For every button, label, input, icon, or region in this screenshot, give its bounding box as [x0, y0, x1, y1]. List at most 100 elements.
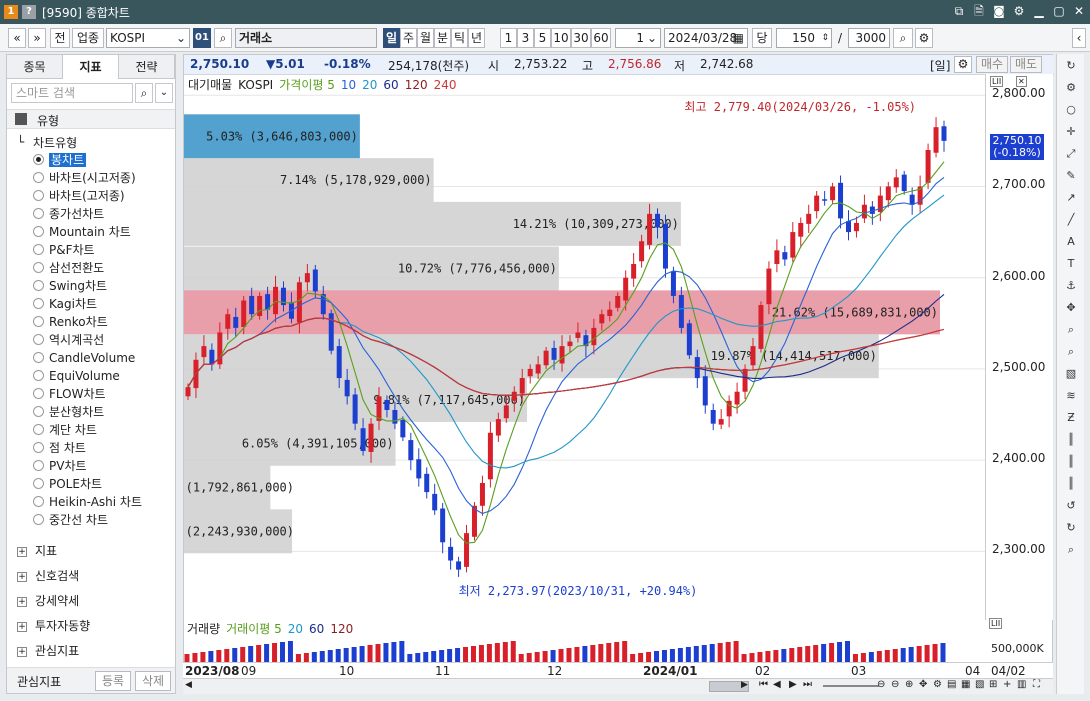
section-header[interactable]: 유형 — [7, 109, 175, 129]
buy-button[interactable]: 매수 — [976, 56, 1008, 73]
period-0[interactable]: 일 — [383, 28, 400, 48]
chart-type-item[interactable]: Kagi차트 — [33, 295, 97, 313]
radio-icon[interactable] — [33, 262, 44, 273]
period-1[interactable]: 주 — [400, 28, 417, 48]
search-icon[interactable]: ⌕ — [1067, 543, 1075, 556]
chevron-down-icon[interactable]: ⌄ — [175, 31, 186, 45]
group-item[interactable]: + 신호검색 — [17, 566, 79, 586]
zigzag-icon[interactable]: Ƶ — [1067, 411, 1075, 424]
anchor-icon[interactable]: ⚓ — [1066, 279, 1076, 292]
minimize-icon[interactable]: ▁ — [1034, 4, 1044, 18]
radio-icon[interactable] — [33, 280, 44, 291]
layout-icon[interactable]: ▤ — [947, 679, 957, 690]
chart-type-item[interactable]: FLOW차트 — [33, 385, 106, 403]
collapse-icon[interactable]: ‹ — [1072, 28, 1086, 48]
expand-icon[interactable]: + — [17, 571, 27, 582]
expand-icon[interactable]: + — [17, 546, 27, 557]
chevron-down-icon[interactable]: ⌄ — [155, 83, 173, 103]
smart-search-input[interactable]: 스마트 검색 — [11, 83, 133, 103]
zoom-in-icon[interactable]: ⊕ — [905, 679, 914, 690]
split-icon[interactable]: ⊞ — [989, 679, 998, 690]
radio-icon[interactable] — [33, 442, 44, 453]
expand-icon[interactable]: + — [17, 646, 27, 657]
interval-0[interactable]: 1 — [500, 28, 517, 48]
ray-icon[interactable]: ↗ — [1066, 191, 1076, 204]
chart-type-item[interactable]: PV차트 — [33, 457, 87, 475]
chart-type-item[interactable]: Heikin-Ashi 차트 — [33, 493, 142, 511]
interval-2[interactable]: 5 — [534, 28, 551, 48]
all-button[interactable]: 전 — [50, 28, 70, 48]
axis-close-icon[interactable]: ✕ — [1016, 76, 1027, 87]
interval-4[interactable]: 30 — [571, 28, 591, 48]
undo-icon[interactable]: ↺ — [1066, 499, 1076, 512]
legend-item[interactable]: 60 — [383, 78, 398, 92]
bars-icon[interactable]: ║ — [1067, 477, 1075, 490]
legend-item[interactable]: 대기매물 — [188, 78, 232, 92]
fib-icon[interactable]: ≋ — [1066, 389, 1076, 402]
period-2[interactable]: 월 — [417, 28, 434, 48]
legend-item[interactable]: 가격이평 5 — [279, 78, 335, 92]
redo-icon[interactable]: ↻ — [1066, 521, 1076, 534]
chart-type-item[interactable]: 계단 차트 — [33, 421, 97, 439]
calendar-icon[interactable]: ▦ — [732, 31, 744, 45]
volume-legend-item[interactable]: 거래이평 5 — [226, 622, 282, 636]
tab-1[interactable]: 지표 — [63, 55, 119, 79]
close-icon[interactable]: ✕ — [1073, 4, 1085, 18]
period-3[interactable]: 분 — [434, 28, 451, 48]
search-icon[interactable]: ⌕ — [214, 28, 232, 48]
pan-icon[interactable]: ✥ — [1066, 301, 1076, 314]
fullscreen-icon[interactable]: ⛶ — [1033, 679, 1040, 690]
group-item[interactable]: + 강세약세 — [17, 591, 79, 611]
volume-legend-item[interactable]: 60 — [309, 622, 325, 636]
vol-axis-toggle-icon[interactable]: LII — [989, 618, 1003, 629]
chart-type-item[interactable]: 중간선 차트 — [33, 511, 108, 529]
chart-type-item[interactable]: 역시계곡선 — [33, 331, 104, 349]
group-item[interactable]: + 투자자동향 — [17, 616, 90, 636]
chart-type-item[interactable]: 점 차트 — [33, 439, 86, 457]
radio-icon[interactable] — [33, 226, 44, 237]
group-item[interactable]: + 지표 — [17, 541, 57, 561]
axis-toggle-icon[interactable]: LII — [990, 76, 1004, 87]
period-5[interactable]: 년 — [468, 28, 485, 48]
bars-icon[interactable]: ║ — [1067, 433, 1075, 446]
pen-icon[interactable]: ✎ — [1066, 169, 1076, 182]
first-icon[interactable]: ⏮ — [759, 679, 768, 690]
table-icon[interactable]: ▥ — [1017, 679, 1027, 690]
zoom-out-icon[interactable]: ⊖ — [891, 679, 900, 690]
chart-type-item[interactable]: 봉차트 — [33, 151, 87, 169]
chart-type-item[interactable]: 종가선차트 — [33, 205, 104, 223]
radio-icon[interactable] — [33, 406, 44, 417]
register-button[interactable]: 등록 — [95, 671, 131, 691]
chart-type-item[interactable]: POLE차트 — [33, 475, 102, 493]
gear-icon[interactable]: ⚙ — [933, 679, 942, 690]
volume-legend-item[interactable]: 거래량 — [187, 622, 221, 636]
chevron-down-icon[interactable]: ⌄ — [646, 31, 657, 45]
zoom-in-icon[interactable]: ⌕ — [1067, 323, 1075, 336]
scroll-left-icon[interactable]: ◀ — [185, 680, 192, 690]
volume-legend-item[interactable]: 120 — [330, 622, 354, 636]
count-input[interactable]: 150 ⇕ — [776, 28, 832, 48]
link-icon[interactable]: ⧉ — [954, 4, 964, 18]
add-icon[interactable]: + — [1003, 679, 1012, 690]
radio-icon[interactable] — [33, 172, 44, 183]
chart-type-item[interactable]: Mountain 차트 — [33, 223, 131, 241]
sell-button[interactable]: 매도 — [1010, 56, 1042, 73]
prev-button[interactable]: « — [8, 28, 26, 48]
legend-item[interactable]: 120 — [405, 78, 428, 92]
zoom-slider[interactable] — [823, 685, 879, 687]
radio-icon[interactable] — [33, 316, 44, 327]
chart-type-item[interactable]: CandleVolume — [33, 349, 135, 367]
chart-type-item[interactable]: Swing차트 — [33, 277, 107, 295]
radio-icon[interactable] — [33, 478, 44, 489]
grid-icon[interactable]: ▦ — [961, 679, 971, 690]
zoom-out-icon[interactable]: ⊖ — [877, 679, 886, 690]
period-4[interactable]: 틱 — [451, 28, 468, 48]
radio-icon[interactable] — [33, 208, 44, 219]
chart-type-item[interactable]: 바차트(시고저종) — [33, 169, 136, 187]
radio-icon[interactable] — [33, 388, 44, 399]
zoom-icon[interactable]: ⌕ — [1067, 345, 1075, 358]
delete-button[interactable]: 삭제 — [135, 671, 171, 691]
prev-icon[interactable]: ◀ — [773, 679, 781, 690]
camera-icon[interactable]: ◙ — [993, 4, 1005, 18]
gear-icon[interactable]: ⚙ — [1066, 81, 1076, 94]
